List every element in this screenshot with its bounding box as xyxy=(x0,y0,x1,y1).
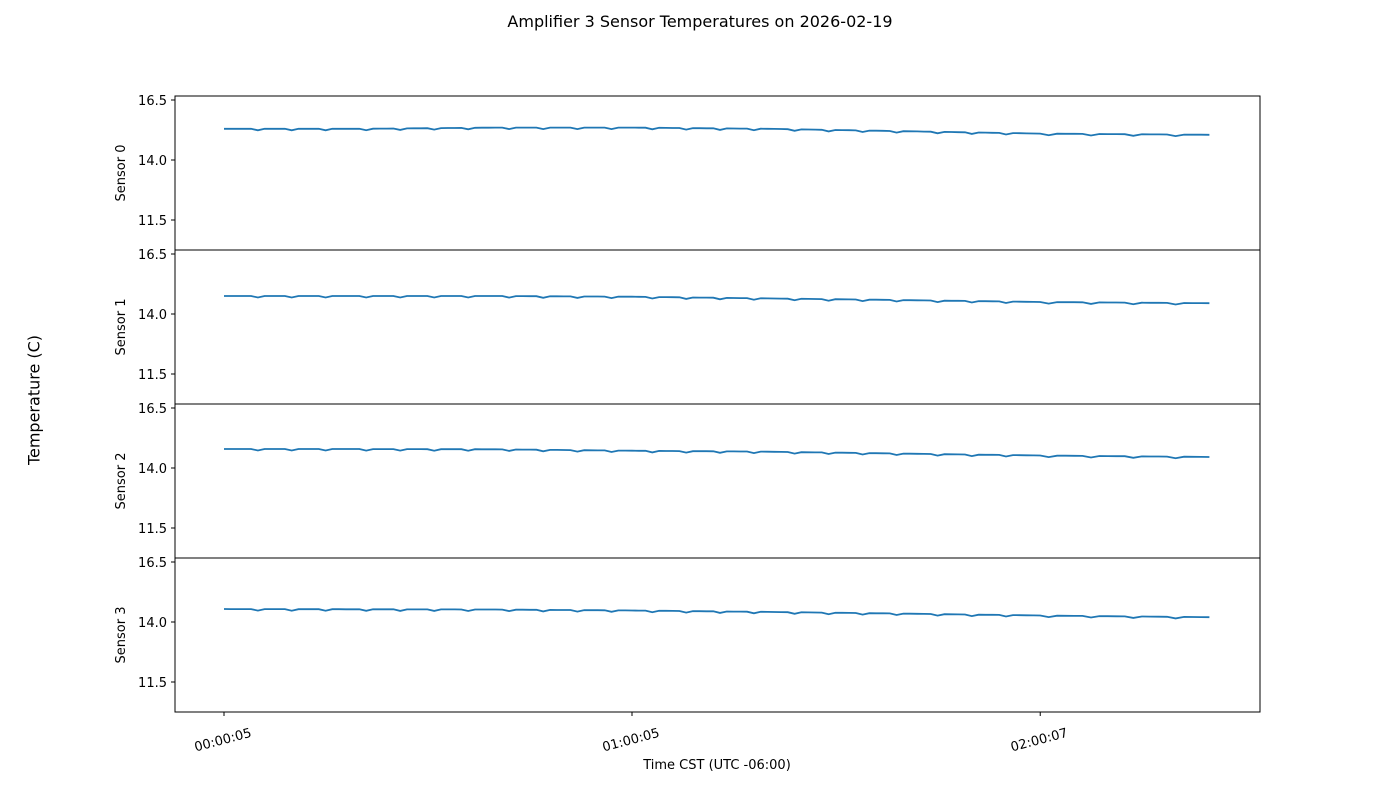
panel-sensor-0: 11.5 14.0 16.5 Sensor 0 xyxy=(114,94,1261,251)
sensor-1-series-line xyxy=(224,295,1210,306)
x-tick-label: 01:00:05 xyxy=(601,726,661,756)
panel-sensor-2: 11.5 14.0 16.5 Sensor 2 xyxy=(114,402,1261,559)
y-tick-label: 16.5 xyxy=(138,248,167,263)
panel-ylabel: Sensor 0 xyxy=(114,145,129,202)
y-tick-label: 14.0 xyxy=(138,308,167,323)
sensor-0-series-line xyxy=(224,126,1210,138)
x-tick-label: 00:00:05 xyxy=(193,726,253,756)
panel-ylabel: Sensor 3 xyxy=(114,607,129,664)
y-tick-label: 16.5 xyxy=(138,402,167,417)
panel-ylabel: Sensor 2 xyxy=(114,453,129,510)
sensor-3-series-line xyxy=(223,608,1210,620)
y-tick-label: 11.5 xyxy=(138,522,167,537)
x-axis-label: Time CST (UTC -06:00) xyxy=(643,758,791,773)
x-tick-label: 02:00:07 xyxy=(1009,726,1069,756)
y-tick-label: 11.5 xyxy=(138,214,167,229)
panel-ylabel: Sensor 1 xyxy=(114,299,129,356)
y-tick-label: 14.0 xyxy=(138,462,167,477)
panel-sensor-1: 11.5 14.0 16.5 Sensor 1 xyxy=(114,248,1261,405)
chart-title: Amplifier 3 Sensor Temperatures on 2026-… xyxy=(507,12,893,31)
y-tick-label: 14.0 xyxy=(138,616,167,631)
y-tick-label: 16.5 xyxy=(138,94,167,109)
panel-sensor-3: 11.5 14.0 16.5 Sensor 3 xyxy=(114,556,1261,713)
sensor-2-series-line xyxy=(224,448,1210,460)
y-tick-label: 14.0 xyxy=(138,154,167,169)
y-tick-label: 11.5 xyxy=(138,676,167,691)
y-tick-label: 11.5 xyxy=(138,368,167,383)
y-tick-label: 16.5 xyxy=(138,556,167,571)
